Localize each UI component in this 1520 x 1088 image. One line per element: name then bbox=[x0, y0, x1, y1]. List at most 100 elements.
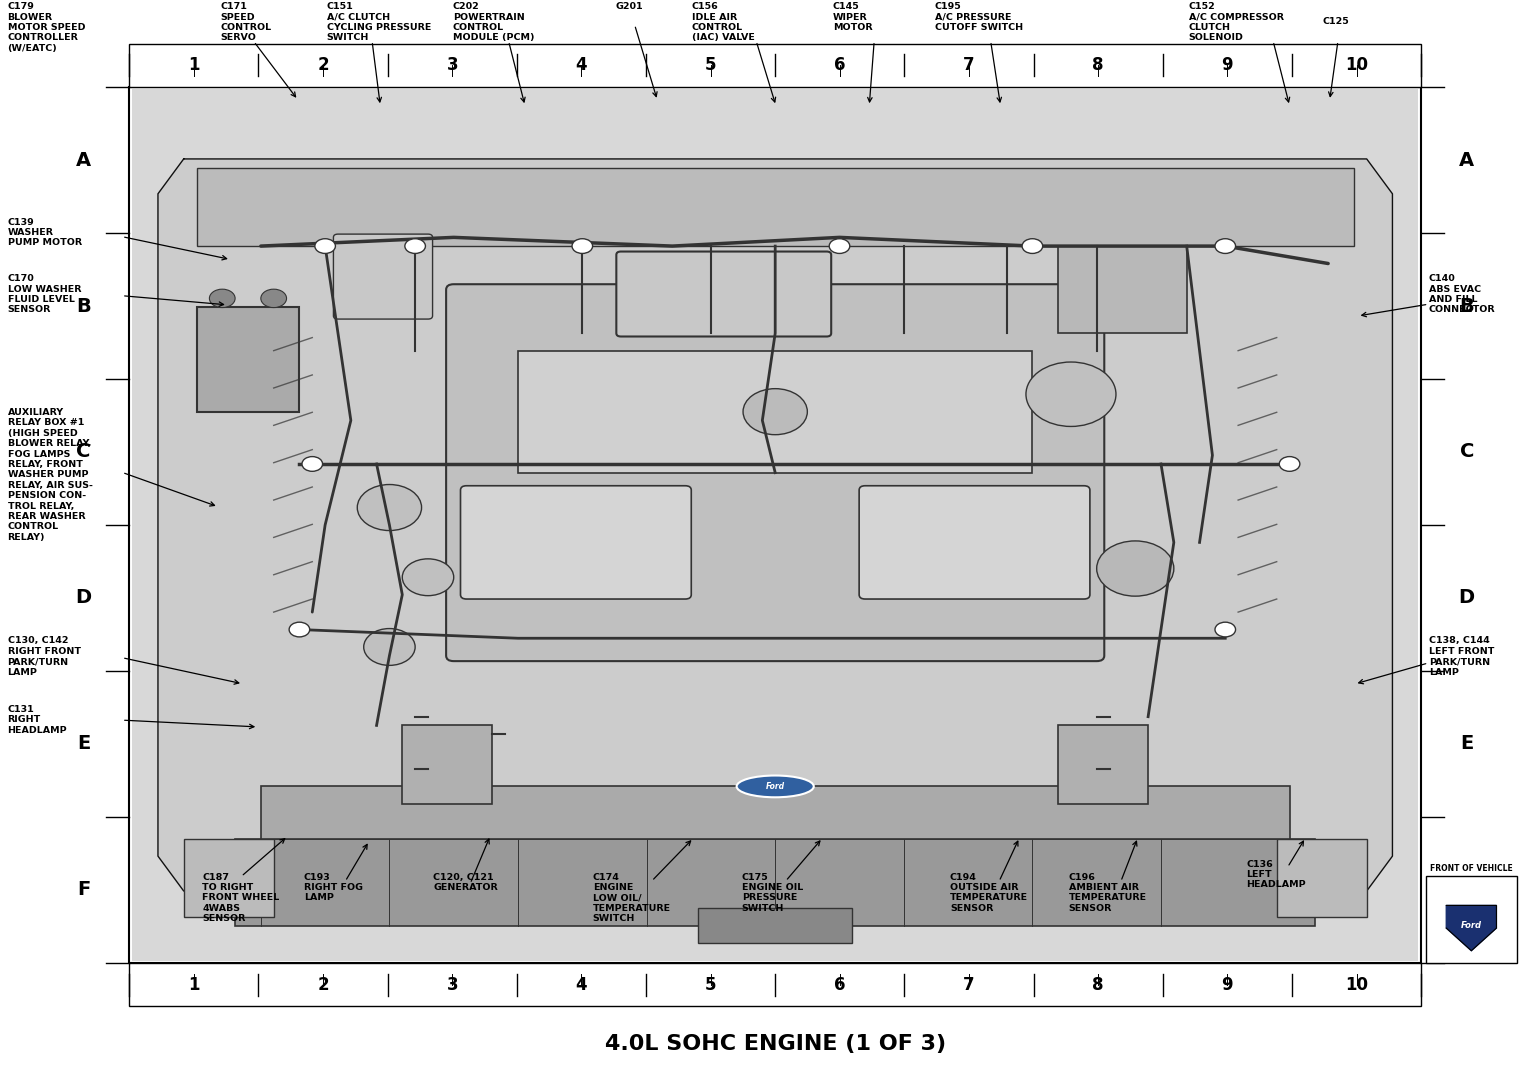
Text: 2: 2 bbox=[318, 976, 328, 993]
Text: 6: 6 bbox=[834, 976, 845, 993]
Text: B: B bbox=[1459, 297, 1474, 316]
Bar bbox=[518, 350, 1032, 472]
Text: C130, C142
RIGHT FRONT
PARK/TURN
LAMP: C130, C142 RIGHT FRONT PARK/TURN LAMP bbox=[8, 636, 81, 677]
Circle shape bbox=[1214, 622, 1236, 636]
Text: 7: 7 bbox=[964, 57, 974, 74]
Bar bbox=[403, 726, 492, 804]
Text: F: F bbox=[1461, 880, 1473, 900]
Text: 4.0L SOHC ENGINE (1 OF 3): 4.0L SOHC ENGINE (1 OF 3) bbox=[605, 1035, 945, 1054]
Text: A: A bbox=[1459, 150, 1474, 170]
Text: C170
LOW WASHER
FLUID LEVEL
SENSOR: C170 LOW WASHER FLUID LEVEL SENSOR bbox=[8, 274, 81, 314]
Text: 2: 2 bbox=[318, 57, 328, 74]
Polygon shape bbox=[158, 159, 1392, 891]
Text: C187
TO RIGHT
FRONT WHEEL
4WABS
SENSOR: C187 TO RIGHT FRONT WHEEL 4WABS SENSOR bbox=[202, 873, 280, 924]
Text: C175
ENGINE OIL
PRESSURE
SWITCH: C175 ENGINE OIL PRESSURE SWITCH bbox=[742, 873, 803, 913]
Ellipse shape bbox=[737, 776, 813, 798]
Text: C: C bbox=[76, 443, 91, 461]
Text: 1: 1 bbox=[188, 976, 199, 993]
Bar bbox=[129, 963, 1421, 1006]
Text: C156
IDLE AIR
CONTROL
(IAC) VALVE: C156 IDLE AIR CONTROL (IAC) VALVE bbox=[692, 2, 754, 42]
Text: C125: C125 bbox=[1322, 17, 1350, 26]
Text: Ford: Ford bbox=[1461, 922, 1482, 930]
Text: 4: 4 bbox=[576, 976, 587, 993]
Text: C136
LEFT
HEADLAMP: C136 LEFT HEADLAMP bbox=[1246, 860, 1306, 889]
Text: C151
A/C CLUTCH
CYCLING PRESSURE
SWITCH: C151 A/C CLUTCH CYCLING PRESSURE SWITCH bbox=[327, 2, 432, 42]
Text: AUXILIARY
RELAY BOX #1
(HIGH SPEED
BLOWER RELAY,
FOG LAMPS
RELAY, FRONT
WASHER P: AUXILIARY RELAY BOX #1 (HIGH SPEED BLOWE… bbox=[8, 408, 93, 542]
Circle shape bbox=[418, 770, 464, 803]
Circle shape bbox=[289, 622, 310, 636]
Bar bbox=[236, 839, 1315, 926]
Text: 5: 5 bbox=[705, 57, 716, 74]
Text: 6: 6 bbox=[834, 57, 845, 74]
Bar bbox=[698, 908, 853, 943]
FancyBboxPatch shape bbox=[859, 485, 1090, 599]
Circle shape bbox=[743, 388, 807, 435]
Text: D: D bbox=[1459, 589, 1474, 607]
FancyBboxPatch shape bbox=[333, 234, 433, 319]
Text: C152
A/C COMPRESSOR
CLUTCH
SOLENOID: C152 A/C COMPRESSOR CLUTCH SOLENOID bbox=[1189, 2, 1283, 42]
Text: E: E bbox=[1461, 734, 1473, 753]
Circle shape bbox=[1280, 457, 1300, 471]
Bar bbox=[1277, 839, 1366, 917]
Text: C140
ABS EVAC
AND FILL
CONNECTOR: C140 ABS EVAC AND FILL CONNECTOR bbox=[1429, 274, 1496, 314]
Circle shape bbox=[363, 629, 415, 666]
Text: C: C bbox=[1459, 443, 1474, 461]
Text: G201: G201 bbox=[616, 2, 643, 11]
Text: C193
RIGHT FOG
LAMP: C193 RIGHT FOG LAMP bbox=[304, 873, 363, 902]
Text: 7: 7 bbox=[964, 976, 974, 993]
Circle shape bbox=[261, 289, 287, 308]
Circle shape bbox=[404, 238, 426, 254]
Text: 5: 5 bbox=[705, 976, 716, 993]
Text: C120, C121
GENERATOR: C120, C121 GENERATOR bbox=[433, 873, 499, 892]
Text: C139
WASHER
PUMP MOTOR: C139 WASHER PUMP MOTOR bbox=[8, 218, 82, 247]
Text: C195
A/C PRESSURE
CUTOFF SWITCH: C195 A/C PRESSURE CUTOFF SWITCH bbox=[935, 2, 1023, 32]
Text: 4: 4 bbox=[576, 57, 587, 74]
Text: C202
POWERTRAIN
CONTROL
MODULE (PCM): C202 POWERTRAIN CONTROL MODULE (PCM) bbox=[453, 2, 535, 42]
FancyBboxPatch shape bbox=[461, 485, 692, 599]
Text: 9: 9 bbox=[1222, 976, 1233, 993]
Circle shape bbox=[572, 238, 593, 254]
Text: C138, C144
LEFT FRONT
PARK/TURN
LAMP: C138, C144 LEFT FRONT PARK/TURN LAMP bbox=[1429, 636, 1494, 677]
FancyBboxPatch shape bbox=[616, 251, 831, 336]
Text: B: B bbox=[76, 297, 91, 316]
Text: C196
AMBIENT AIR
TEMPERATURE
SENSOR: C196 AMBIENT AIR TEMPERATURE SENSOR bbox=[1069, 873, 1146, 913]
Text: 3: 3 bbox=[447, 57, 458, 74]
Circle shape bbox=[357, 484, 421, 531]
Text: C174
ENGINE
LOW OIL/
TEMPERATURE
SWITCH: C174 ENGINE LOW OIL/ TEMPERATURE SWITCH bbox=[593, 873, 670, 924]
Circle shape bbox=[210, 289, 236, 308]
Bar bbox=[132, 89, 1418, 961]
Text: 1: 1 bbox=[188, 57, 199, 74]
Bar bbox=[129, 44, 1421, 87]
Bar bbox=[184, 839, 274, 917]
Text: C194
OUTSIDE AIR
TEMPERATURE
SENSOR: C194 OUTSIDE AIR TEMPERATURE SENSOR bbox=[950, 873, 1028, 913]
Text: C145
WIPER
MOTOR: C145 WIPER MOTOR bbox=[833, 2, 872, 32]
Bar bbox=[1058, 726, 1148, 804]
Bar bbox=[1058, 246, 1187, 333]
Bar bbox=[261, 787, 1289, 839]
Text: C179
BLOWER
MOTOR SPEED
CONTROLLER
(W/EATC): C179 BLOWER MOTOR SPEED CONTROLLER (W/EA… bbox=[8, 2, 85, 53]
Text: 9: 9 bbox=[1222, 57, 1233, 74]
Text: A: A bbox=[76, 150, 91, 170]
Circle shape bbox=[830, 238, 850, 254]
Bar bbox=[196, 168, 1354, 246]
Bar bbox=[129, 87, 1421, 963]
Text: F: F bbox=[78, 880, 90, 900]
Text: Ford: Ford bbox=[766, 782, 784, 791]
FancyBboxPatch shape bbox=[447, 284, 1105, 662]
Text: E: E bbox=[78, 734, 90, 753]
Circle shape bbox=[315, 238, 336, 254]
Circle shape bbox=[403, 559, 453, 595]
Text: 3: 3 bbox=[447, 976, 458, 993]
Text: 8: 8 bbox=[1093, 976, 1104, 993]
Circle shape bbox=[1021, 238, 1043, 254]
Circle shape bbox=[302, 457, 322, 471]
Text: 10: 10 bbox=[1345, 976, 1368, 993]
Circle shape bbox=[1026, 362, 1116, 426]
Circle shape bbox=[1214, 238, 1236, 254]
Text: 8: 8 bbox=[1093, 57, 1104, 74]
Circle shape bbox=[1097, 541, 1173, 596]
Text: FRONT OF VEHICLE: FRONT OF VEHICLE bbox=[1430, 864, 1512, 873]
Circle shape bbox=[1087, 770, 1132, 803]
Bar bbox=[196, 307, 299, 411]
Bar bbox=[1426, 876, 1517, 963]
